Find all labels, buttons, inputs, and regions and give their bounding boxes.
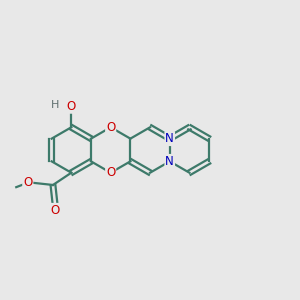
Text: O: O [50,204,60,217]
Text: H: H [50,100,59,110]
Text: O: O [106,166,115,179]
Text: N: N [165,132,174,145]
Text: O: O [23,176,32,189]
Text: N: N [165,155,174,168]
Text: O: O [106,121,115,134]
Text: O: O [67,100,76,113]
